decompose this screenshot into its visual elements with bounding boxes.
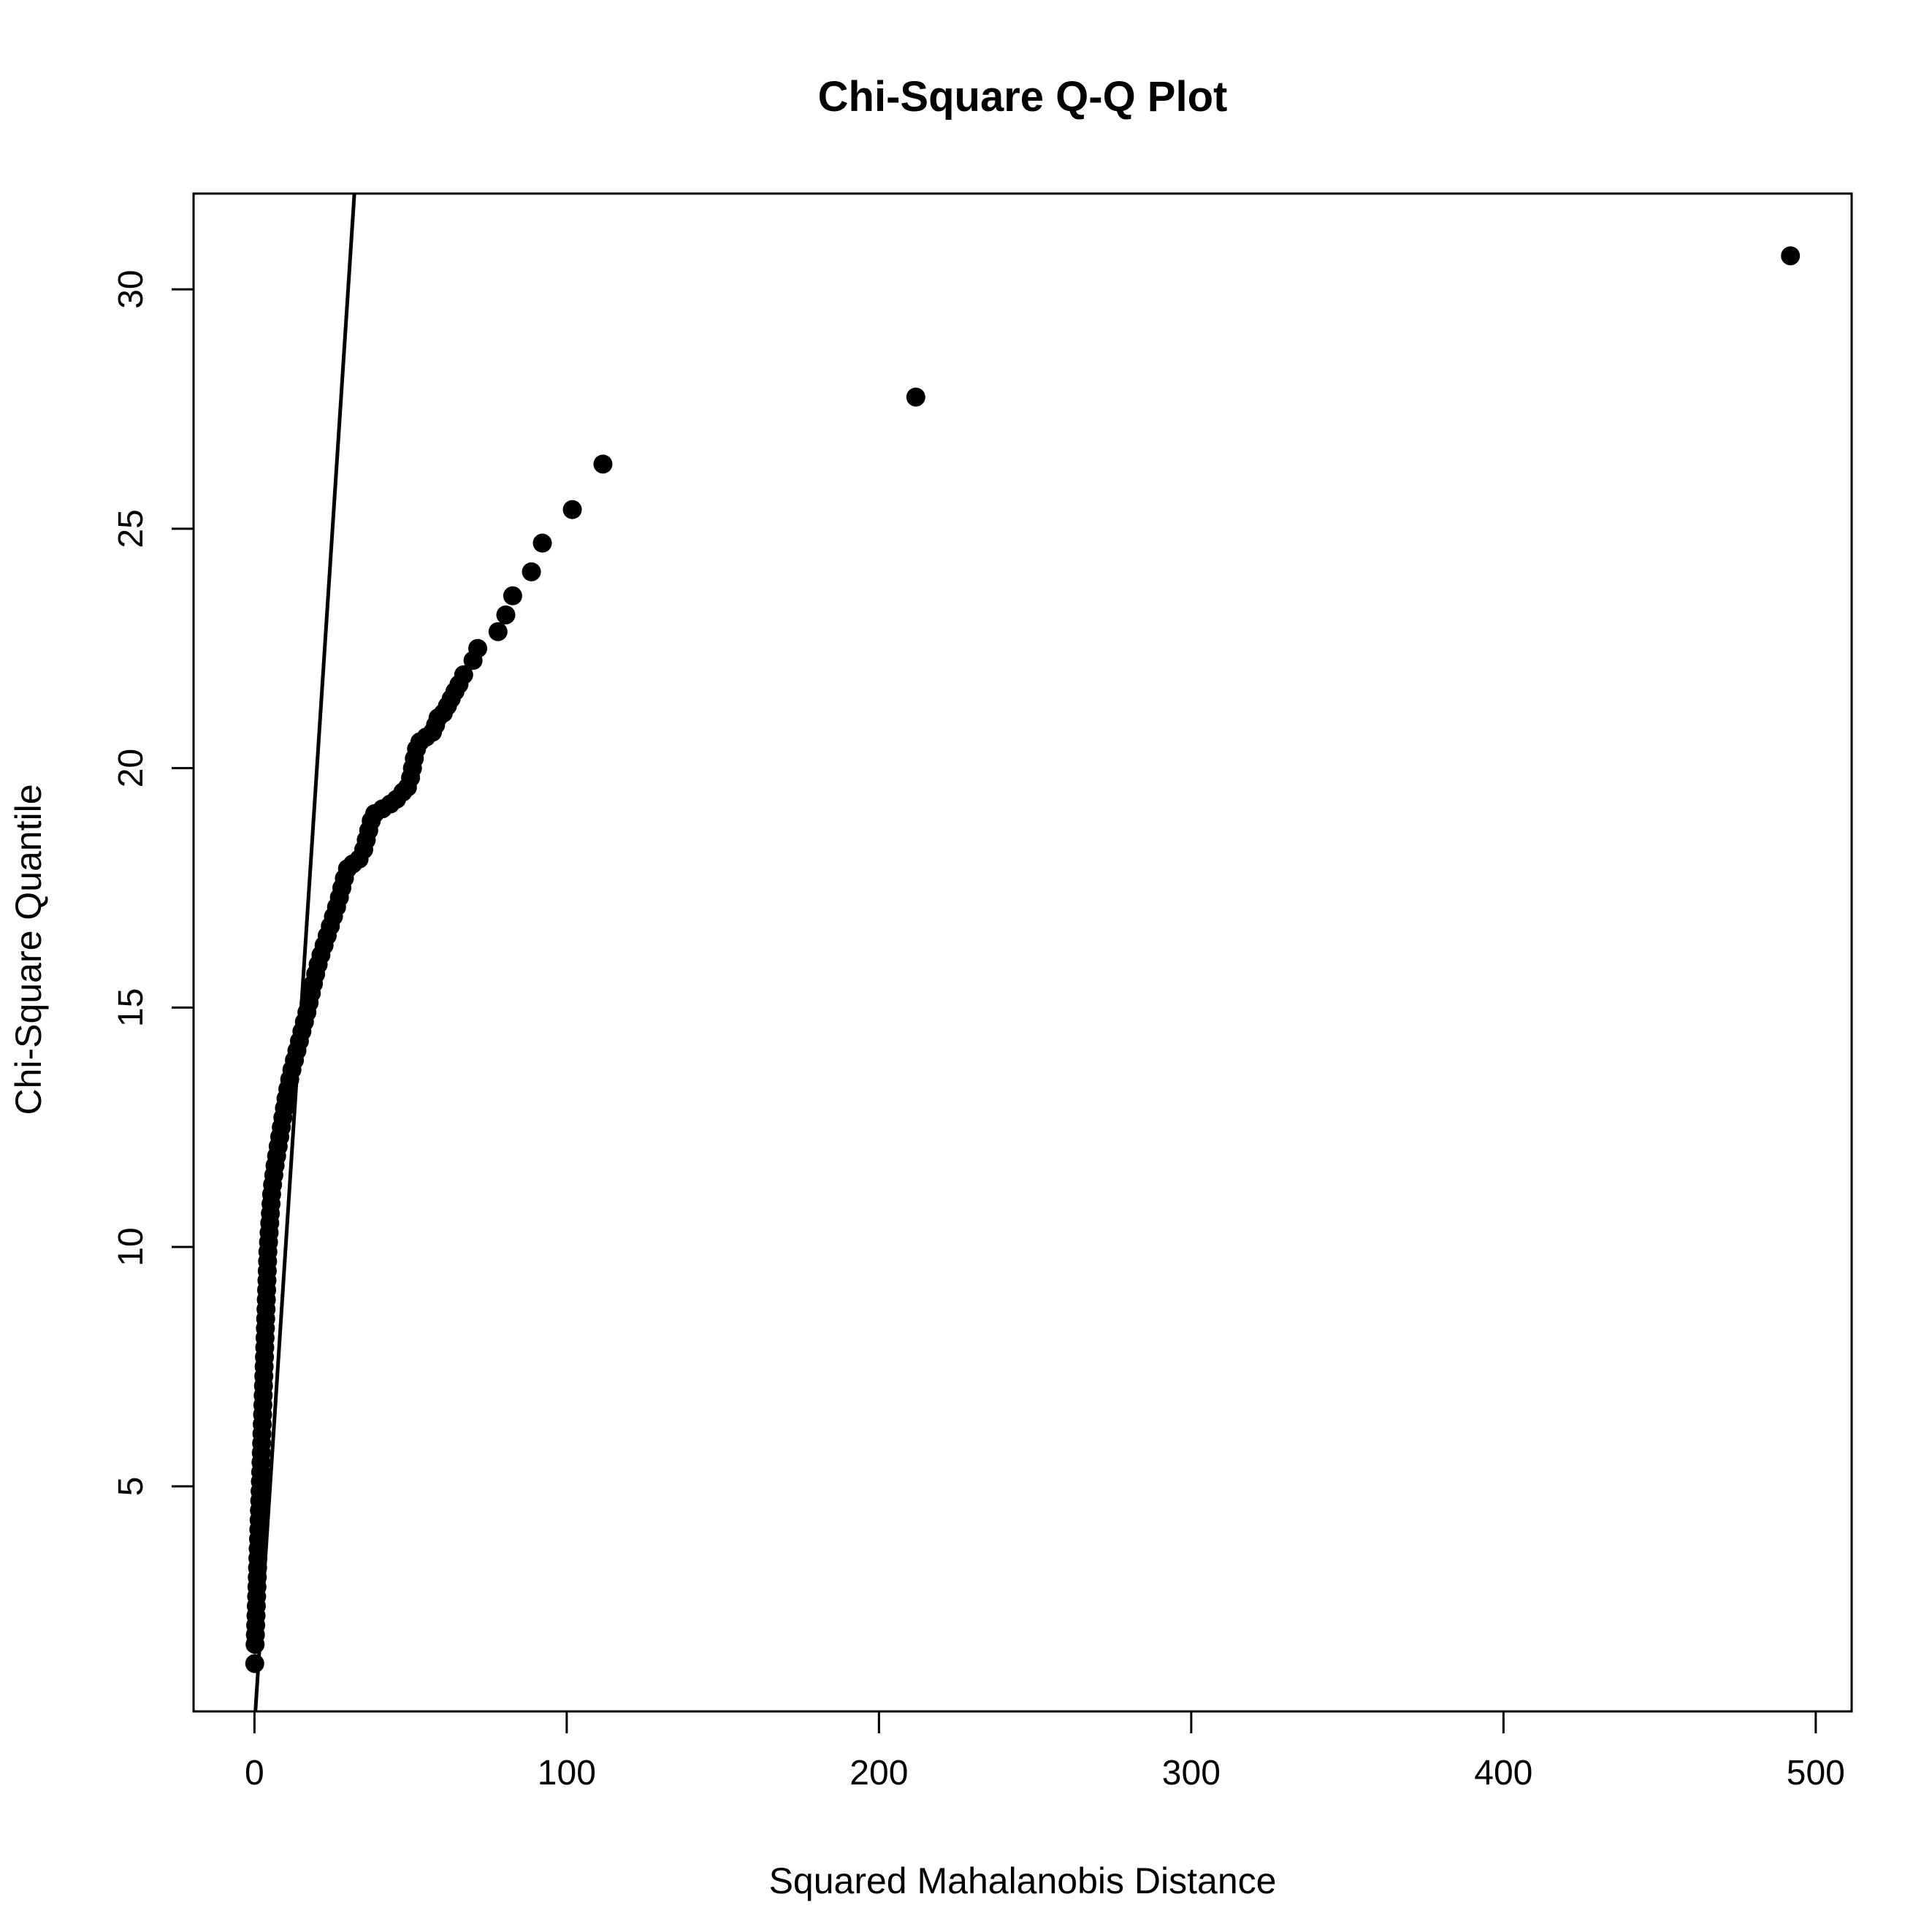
x-axis-label: Squared Mahalanobis Distance <box>769 1860 1277 1901</box>
data-point <box>1781 246 1801 266</box>
x-tick-label: 300 <box>1162 1754 1221 1792</box>
reference-line-group <box>253 193 356 1712</box>
x-tick-label: 0 <box>245 1754 264 1792</box>
x-tick-label: 100 <box>538 1754 596 1792</box>
chart-title: Chi-Square Q-Q Plot <box>818 73 1228 121</box>
reference-line <box>253 193 356 1712</box>
data-point <box>245 1654 264 1673</box>
data-point <box>532 533 552 553</box>
x-tick-label: 500 <box>1787 1754 1845 1792</box>
y-tick-label: 30 <box>112 270 150 308</box>
data-points <box>245 246 1801 1673</box>
y-tick-label: 20 <box>112 749 150 787</box>
data-point <box>496 605 516 625</box>
y-axis-label: Chi-Square Quantile <box>8 784 49 1115</box>
y-tick-label: 5 <box>112 1477 150 1497</box>
y-tick-label: 15 <box>112 988 150 1027</box>
y-axis: 5 10 15 20 25 30 <box>112 270 195 1497</box>
y-tick-label: 10 <box>112 1227 150 1266</box>
x-axis: 0 100 200 300 400 500 <box>245 1710 1845 1792</box>
y-tick-label: 25 <box>112 509 150 548</box>
data-point <box>562 500 582 519</box>
data-point <box>593 454 613 474</box>
data-point <box>522 562 541 581</box>
data-point <box>488 622 508 641</box>
x-tick-label: 400 <box>1474 1754 1532 1792</box>
x-tick-label: 200 <box>849 1754 908 1792</box>
plot-frame <box>192 192 1853 1713</box>
data-point <box>454 665 473 684</box>
data-point <box>468 638 488 658</box>
data-point <box>503 586 522 606</box>
data-point <box>906 387 925 407</box>
